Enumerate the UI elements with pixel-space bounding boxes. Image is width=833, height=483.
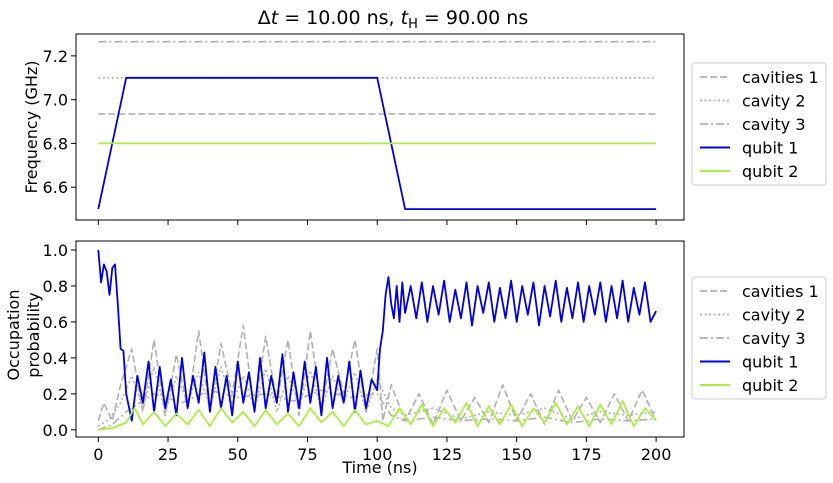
bottom-ytick-label: 0.8 [43, 277, 68, 296]
top-legend-label: qubit 1 [742, 139, 798, 158]
top-ytick-label: 7.0 [43, 91, 68, 110]
top-line-qubit-1 [97, 76, 657, 211]
top-series-group [97, 40, 657, 211]
bottom-ytick-label: 0.6 [43, 313, 68, 332]
top-chart-title: Δt = 10.00 ns, tH = 90.00 ns [258, 7, 529, 32]
bottom-ylabel-line1: Occupation [4, 290, 23, 381]
bottom-line-cavities-1 [97, 324, 657, 426]
bottom-ytick-label: 0.2 [43, 385, 68, 404]
title-tH: t [401, 7, 410, 29]
top-legend-box [691, 62, 827, 186]
top-ytick-label: 6.6 [43, 178, 68, 197]
title-t: t [271, 7, 280, 29]
bottom-legend-label: qubit 1 [742, 353, 798, 372]
top-legend-label: cavities 1 [742, 68, 819, 87]
title-sub: H [408, 17, 418, 32]
bottom-xtick-label: 150 [501, 445, 532, 464]
bottom-line-cavity-2 [97, 366, 657, 427]
bottom-series-group [97, 249, 657, 431]
bottom-ylabel-line2: probability [24, 292, 43, 377]
bottom-legend-label: qubit 2 [742, 376, 798, 395]
bottom-legend-label: cavities 1 [742, 282, 819, 301]
bottom-xtick-label: 200 [641, 445, 672, 464]
bottom-xtick-label: 100 [362, 445, 393, 464]
title-eq2: = 90.00 ns [418, 7, 528, 29]
bottom-line-qubit-1 [97, 249, 657, 422]
top-legend-label: cavity 2 [742, 92, 806, 111]
bottom-xtick-label: 50 [228, 445, 248, 464]
bottom-xtick-label: 125 [432, 445, 463, 464]
top-ytick-label: 6.8 [43, 134, 68, 153]
bottom-ytick-label: 0.4 [43, 349, 68, 368]
bottom-legend: cavities 1 cavity 2 cavity 3 qubit 1 qubit 2 [691, 276, 827, 400]
bottom-legend-box [691, 276, 827, 400]
bottom-ytick-label: 0.0 [43, 421, 68, 440]
frequency-plot: 6.6 6.8 7.0 7.2 cavities 1 cavity 2 cavity 3 qu… [43, 33, 827, 225]
bottom-legend-label: cavity 3 [742, 329, 806, 348]
top-legend: cavities 1 cavity 2 cavity 3 qubit 1 qubit 2 [691, 62, 827, 186]
top-axes-frame [75, 33, 685, 221]
bottom-line-qubit-2 [98, 400, 657, 431]
bottom-xtick-label: 0 [93, 445, 103, 464]
bottom-xtick-label: 25 [158, 445, 178, 464]
top-ytick-label: 7.2 [43, 47, 68, 66]
title-eq1: = 10.00 ns, [278, 7, 400, 29]
top-legend-label: qubit 2 [742, 162, 798, 181]
bottom-ytick-label: 1.0 [43, 241, 68, 260]
bottom-xlabel: Time (ns) [341, 458, 417, 477]
bottom-line-cavity-3 [98, 389, 657, 431]
occupation-plot: 0.0 0.2 0.4 0.6 0.8 1.0 0 25 50 75 100 125 150 175 200… [43, 240, 827, 464]
bottom-legend-label: cavity 2 [742, 306, 806, 325]
title-delta: Δ [258, 7, 271, 29]
bottom-axes-frame [75, 240, 685, 438]
bottom-xtick-label: 175 [571, 445, 602, 464]
top-ylabel: Frequency (GHz) [22, 60, 41, 193]
top-legend-label: cavity 3 [742, 115, 806, 134]
bottom-xtick-label: 75 [297, 445, 317, 464]
